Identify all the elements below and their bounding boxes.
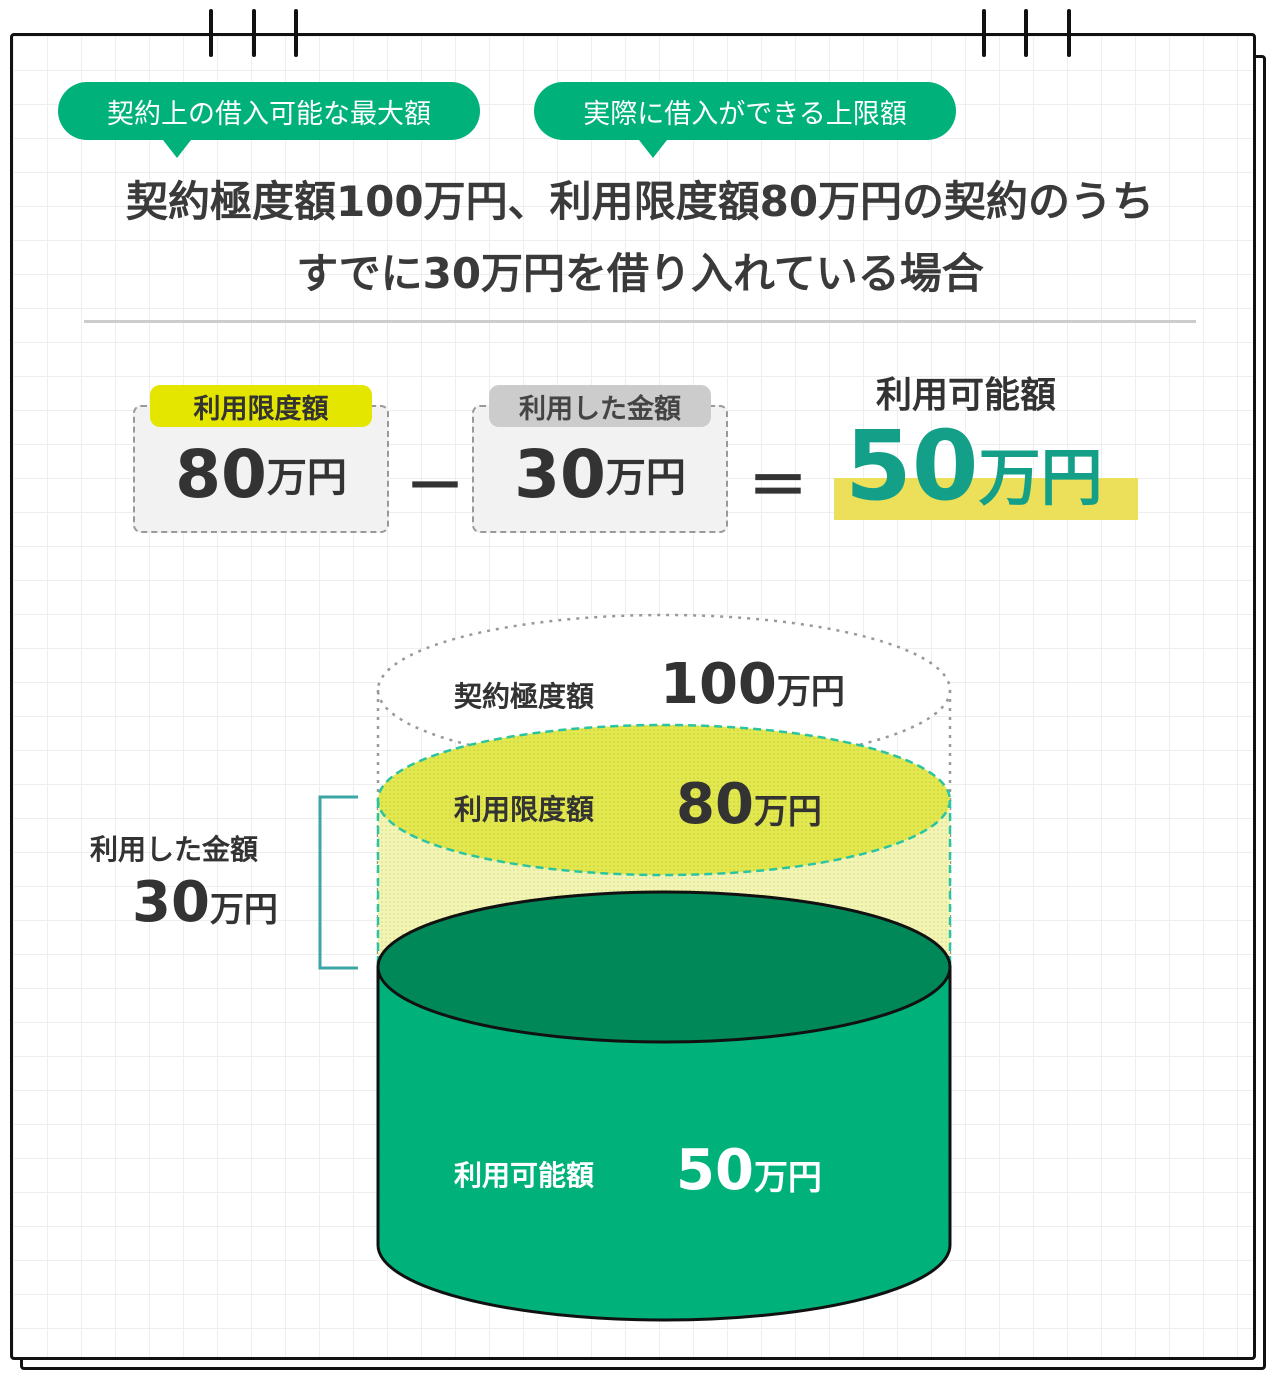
used-bracket bbox=[318, 795, 358, 970]
divider bbox=[84, 320, 1196, 323]
available-label: 利用可能額 bbox=[454, 1159, 595, 1192]
result-amount: 50万円 bbox=[845, 410, 1103, 522]
contract-amount: 100万円 bbox=[660, 652, 845, 717]
binder-tick bbox=[982, 9, 986, 57]
limit-value: 80 bbox=[175, 435, 267, 513]
bubble-actual-limit: 実際に借入ができる上限額 bbox=[534, 82, 956, 158]
limit-cyl-amount: 80万円 bbox=[676, 772, 822, 837]
headline-line1: 契約極度額100万円、利用限度額80万円の契約のうち bbox=[125, 177, 1155, 226]
limit-unit: 万円 bbox=[266, 455, 347, 501]
binder-tick bbox=[1024, 9, 1028, 57]
binder-tick bbox=[252, 9, 256, 57]
used-unit: 万円 bbox=[605, 455, 686, 501]
minus-sign: － bbox=[405, 452, 465, 522]
used-cyl-value: 30 bbox=[132, 870, 210, 935]
limit-cyl-unit: 万円 bbox=[753, 792, 822, 832]
used-value: 30 bbox=[514, 435, 606, 513]
result-label: 利用可能額 bbox=[876, 375, 1057, 416]
available-top bbox=[376, 890, 952, 1044]
limit-cyl-label: 利用限度額 bbox=[454, 793, 595, 826]
available-body bbox=[376, 965, 952, 1322]
available-unit: 万円 bbox=[753, 1158, 822, 1198]
contract-label: 契約極度額 bbox=[454, 680, 595, 713]
binder-tick bbox=[209, 9, 213, 57]
result-highlight bbox=[834, 478, 1138, 520]
used-amount: 30万円 bbox=[132, 870, 278, 935]
bubble-contract-max: 契約上の借入可能な最大額 bbox=[58, 82, 480, 158]
headline-line2: すでに30万円を借り入れている場合 bbox=[296, 249, 984, 298]
contract-unit: 万円 bbox=[776, 672, 845, 712]
limit-tag: 利用限度額 bbox=[150, 385, 372, 427]
result-value: 50 bbox=[845, 410, 979, 522]
used-cyl-unit: 万円 bbox=[209, 890, 278, 930]
used-tag: 利用した金額 bbox=[489, 385, 711, 427]
limit-cyl-value: 80 bbox=[676, 772, 754, 837]
contract-value: 100 bbox=[660, 652, 777, 717]
equals-sign: ＝ bbox=[748, 452, 808, 522]
available-value: 50 bbox=[676, 1138, 754, 1203]
result-unit: 万円 bbox=[978, 441, 1103, 514]
used-label: 利用した金額 bbox=[90, 833, 259, 866]
binder-tick bbox=[294, 9, 298, 57]
available-amount: 50万円 bbox=[676, 1138, 822, 1203]
binder-tick bbox=[1067, 9, 1071, 57]
